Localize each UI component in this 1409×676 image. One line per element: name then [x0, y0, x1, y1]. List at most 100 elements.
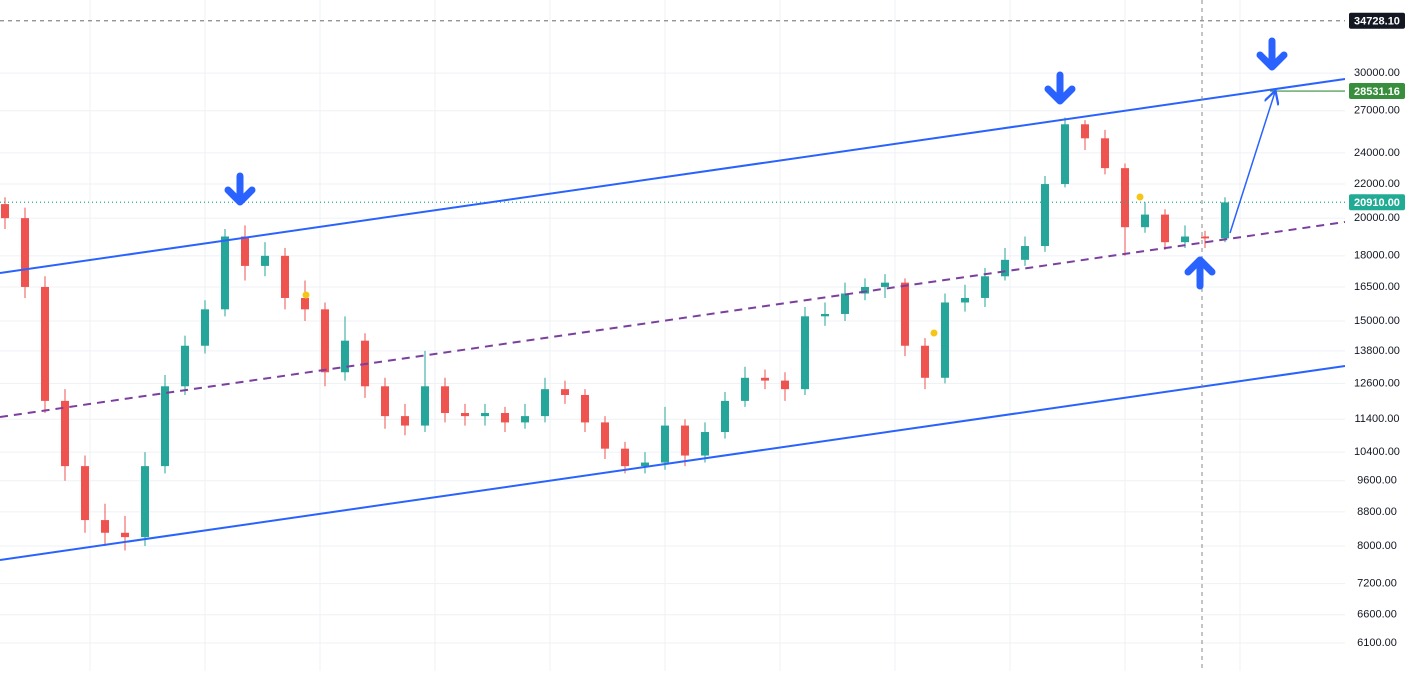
- price-axis: [1345, 0, 1409, 671]
- y-tick-label: 13800.00: [1354, 345, 1400, 357]
- y-tick-label: 18000.00: [1354, 250, 1400, 262]
- projection-arrow: [1229, 92, 1275, 234]
- y-tick-label: 20000.00: [1354, 212, 1400, 224]
- marker-dot: [302, 291, 310, 299]
- candle-body: [221, 236, 229, 310]
- candle-body: [701, 432, 709, 456]
- candle-body: [301, 297, 309, 310]
- candle-body: [61, 400, 69, 467]
- y-tick-label: 8000.00: [1357, 540, 1397, 552]
- candle-body: [201, 309, 209, 346]
- candle-body: [161, 386, 169, 467]
- y-tick-label: 9600.00: [1357, 475, 1397, 487]
- candle-body: [541, 389, 549, 417]
- y-tick-label: 27000.00: [1354, 105, 1400, 117]
- candle-body: [1061, 124, 1069, 185]
- candle-body: [101, 520, 109, 533]
- candle-body: [21, 218, 29, 287]
- marker-dot: [930, 329, 938, 337]
- candle-body: [521, 416, 529, 423]
- candle-body: [981, 276, 989, 298]
- candle-body: [401, 416, 409, 426]
- candle-body: [1221, 202, 1229, 239]
- candle-body: [461, 413, 469, 417]
- candle-body: [1, 204, 9, 219]
- candles: [0, 20, 1345, 551]
- y-tick-label: 15000.00: [1354, 315, 1400, 327]
- price-label: 28531.16: [1354, 86, 1400, 98]
- y-tick-label: 8800.00: [1357, 506, 1397, 518]
- y-tick-label: 10400.00: [1354, 446, 1400, 458]
- candle-body: [1101, 138, 1109, 169]
- channel-upper: [0, 78, 1346, 274]
- candle-body: [321, 309, 329, 373]
- price-axis-labels: 6100.00 6600.00 7200.00 8000.00 8800.00 9600.…: [1349, 12, 1405, 649]
- candle-body: [721, 400, 729, 433]
- channel-mid: [0, 221, 1346, 418]
- candle-body: [141, 466, 149, 538]
- candle-body: [1121, 168, 1129, 228]
- y-tick-label: 12600.00: [1354, 377, 1400, 389]
- down-arrow: [1256, 37, 1288, 71]
- candle-body: [1161, 214, 1169, 243]
- candle-body: [421, 386, 429, 426]
- candle-body: [681, 425, 689, 456]
- candle-body: [841, 293, 849, 314]
- candle-body: [781, 380, 789, 390]
- y-tick-label: 6100.00: [1357, 637, 1397, 649]
- grid: [0, 0, 1345, 671]
- signal-arrows: [224, 37, 1288, 290]
- candle-body: [481, 413, 489, 417]
- candle-body: [381, 386, 389, 417]
- candle-body: [601, 422, 609, 449]
- drawings: [0, 0, 1346, 671]
- y-tick-label: 22000.00: [1354, 178, 1400, 190]
- candle-body: [1141, 214, 1149, 228]
- down-arrow: [224, 172, 256, 206]
- candle-body: [281, 255, 289, 298]
- candle-body: [821, 313, 829, 317]
- candle-body: [881, 282, 889, 287]
- y-tick-label: 6600.00: [1357, 609, 1397, 621]
- y-tick-label: 7200.00: [1357, 578, 1397, 590]
- candle-body: [181, 345, 189, 387]
- candle-body: [621, 448, 629, 467]
- channel-lower: [0, 365, 1346, 561]
- y-tick-label: 24000.00: [1354, 147, 1400, 159]
- candle-body: [1081, 124, 1089, 139]
- up-arrow: [1184, 256, 1216, 290]
- candle-body: [341, 340, 349, 373]
- candle-body: [941, 302, 949, 378]
- candle-body: [961, 297, 969, 303]
- marker-dot: [1136, 193, 1144, 201]
- candle-body: [501, 413, 509, 423]
- price-label-box: [1349, 83, 1405, 100]
- candle-body: [1001, 259, 1009, 277]
- down-arrow: [1044, 71, 1076, 105]
- candle-body: [241, 236, 249, 266]
- candle-body: [81, 466, 89, 521]
- candle-body: [261, 255, 269, 266]
- candle-body: [801, 316, 809, 390]
- price-label-box: [1349, 12, 1405, 29]
- candle-body: [581, 394, 589, 423]
- candle-body: [741, 377, 749, 401]
- candle-body: [901, 282, 909, 346]
- candle-body: [641, 462, 649, 467]
- candle-body: [661, 425, 669, 463]
- candle-body: [41, 286, 49, 401]
- price-label: 20910.00: [1354, 197, 1400, 209]
- price-label: 34728.10: [1354, 16, 1400, 28]
- candle-body: [921, 345, 929, 378]
- candle-body: [1021, 246, 1029, 260]
- y-tick-label: 11400.00: [1354, 413, 1399, 425]
- y-tick-label: 16500.00: [1354, 281, 1400, 293]
- candle-body: [761, 377, 769, 381]
- candle-body: [561, 389, 569, 395]
- price-label-box: [1349, 194, 1405, 211]
- candle-body: [1041, 184, 1049, 247]
- candle-body: [861, 286, 869, 294]
- candle-body: [441, 386, 449, 414]
- candle-body: [121, 532, 129, 538]
